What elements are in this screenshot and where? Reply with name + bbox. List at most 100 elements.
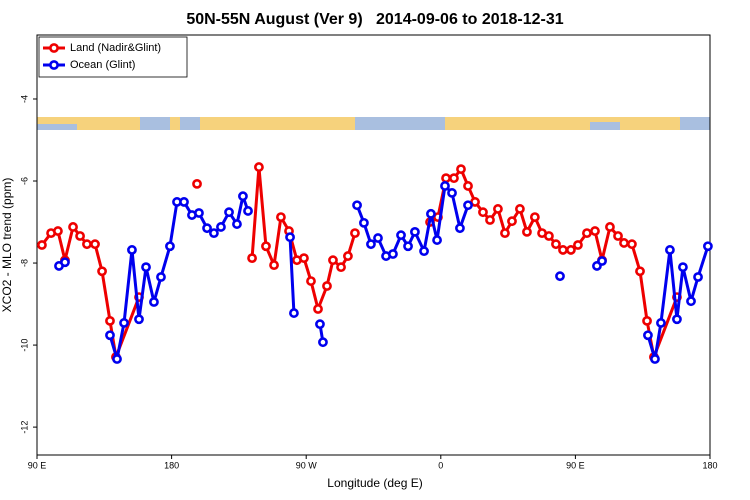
data-point	[105, 330, 115, 341]
data-point	[485, 215, 495, 225]
y-tick-label: -6	[19, 177, 29, 185]
legend-marker	[49, 43, 59, 53]
data-point	[322, 281, 332, 291]
x-tick-label: 0	[438, 460, 443, 470]
data-point	[299, 253, 309, 264]
legend-label: Land (Nadir&Glint)	[70, 42, 161, 54]
data-point	[507, 216, 517, 227]
data-point	[156, 272, 166, 282]
data-point	[396, 230, 406, 241]
data-point	[318, 337, 328, 348]
x-tick-label: 180	[164, 460, 179, 470]
data-point	[582, 228, 592, 239]
data-point	[243, 206, 253, 216]
data-point	[463, 181, 473, 191]
data-point	[179, 197, 189, 207]
data-point	[463, 200, 473, 211]
data-point	[60, 257, 70, 268]
data-point	[672, 314, 682, 325]
data-point	[247, 253, 257, 264]
data-point	[440, 181, 450, 191]
data-point	[209, 228, 219, 239]
data-point	[613, 231, 623, 241]
data-point	[642, 315, 652, 326]
series-line	[40, 165, 679, 359]
data-point	[238, 191, 248, 202]
data-point	[515, 204, 525, 214]
data-point	[456, 164, 466, 175]
data-point	[522, 226, 532, 237]
data-point	[388, 249, 398, 259]
data-point	[127, 245, 137, 255]
data-point	[478, 207, 488, 218]
data-point	[551, 239, 561, 250]
legend-label: Ocean (Glint)	[70, 59, 135, 71]
data-point	[605, 222, 615, 232]
x-tick-label: 90 E	[28, 460, 47, 470]
data-point	[82, 239, 92, 250]
data-point	[192, 178, 202, 189]
data-point	[455, 223, 465, 234]
data-point	[37, 240, 47, 250]
data-point	[500, 228, 510, 239]
x-tick-label: 90 W	[296, 460, 318, 470]
data-point	[141, 262, 151, 273]
data-point	[635, 266, 645, 277]
data-point	[90, 239, 100, 250]
data-point	[306, 276, 316, 286]
data-point	[432, 235, 442, 245]
data-point	[119, 318, 129, 328]
data-point	[224, 207, 234, 218]
data-point	[403, 241, 413, 252]
data-point	[558, 245, 568, 255]
y-tick-label: -4	[19, 95, 29, 103]
data-point	[597, 256, 607, 266]
data-point	[619, 238, 629, 248]
y-tick-label: -10	[19, 339, 29, 352]
y-tick-label: -12	[19, 421, 29, 434]
data-point	[366, 239, 376, 250]
data-point	[555, 271, 565, 282]
data-point	[343, 251, 353, 261]
data-point	[643, 330, 653, 341]
data-point	[328, 255, 338, 266]
map-strip	[37, 117, 710, 130]
legend-marker	[49, 60, 59, 70]
data-point	[112, 354, 122, 364]
data-point	[165, 241, 175, 252]
data-point	[426, 208, 436, 219]
x-tick-label: 90 E	[566, 460, 585, 470]
data-point	[75, 231, 85, 241]
data-point	[686, 296, 696, 307]
data-point	[703, 241, 713, 252]
y-tick-label: -8	[19, 259, 29, 267]
data-point	[202, 223, 212, 234]
data-point	[410, 226, 420, 237]
y-axis-label: XCO2 - MLO trend (ppm)	[0, 178, 14, 313]
x-axis-label: Longitude (deg E)	[327, 476, 422, 490]
data-point	[627, 239, 637, 250]
chart-title: 50N-55N August (Ver 9) 2014-09-06 to 201…	[186, 11, 563, 28]
data-point	[441, 173, 451, 184]
x-tick-label: 180	[702, 460, 717, 470]
data-point	[254, 162, 264, 172]
data-point	[447, 188, 457, 198]
data-point	[285, 232, 295, 243]
data-point	[373, 233, 383, 243]
data-point	[493, 204, 503, 214]
data-point	[261, 241, 271, 252]
data-point	[313, 304, 323, 314]
data-point	[276, 212, 286, 223]
data-point	[269, 260, 279, 270]
data-point	[693, 272, 703, 282]
data-point	[665, 245, 675, 255]
data-point	[68, 222, 78, 232]
data-point	[336, 262, 346, 273]
data-point	[350, 228, 360, 239]
data-point	[449, 173, 459, 184]
data-point	[289, 308, 299, 318]
data-point	[232, 219, 242, 229]
data-point	[529, 212, 540, 223]
data-point	[315, 319, 325, 330]
data-point	[566, 245, 576, 255]
